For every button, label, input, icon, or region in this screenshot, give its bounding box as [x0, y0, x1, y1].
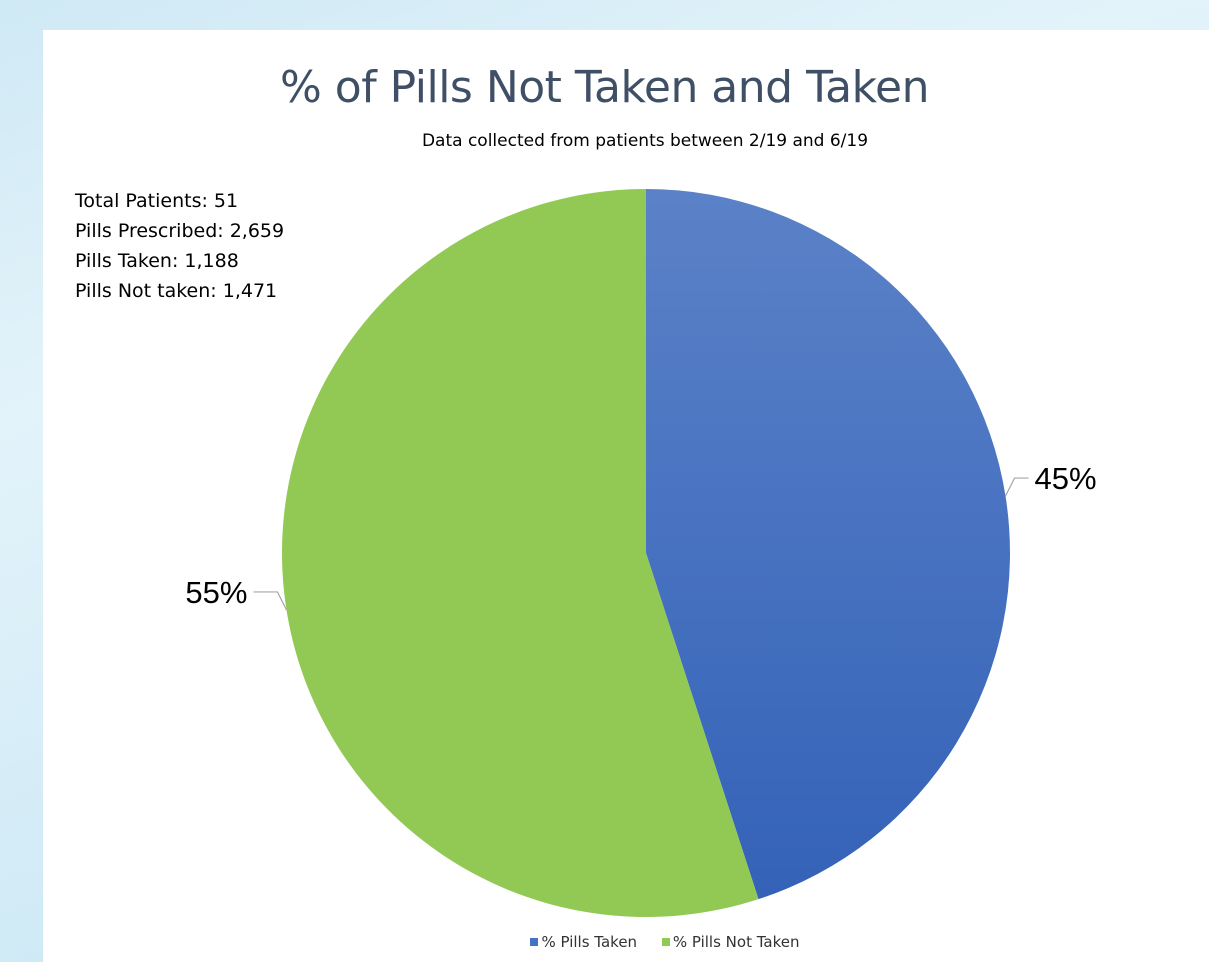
chart-subtitle: Data collected from patients between 2/1…	[421, 131, 869, 151]
pie-slice-taken	[646, 189, 1010, 900]
pie-data-labels: 45% 55%	[185, 461, 1096, 610]
legend-swatch-not-taken	[661, 938, 670, 946]
pie-leader-lines	[253, 477, 1029, 611]
total-patients-stat: Total Patients: 51	[75, 190, 239, 212]
legend-item-not-taken: % Pills Not Taken	[661, 933, 800, 951]
chart-title: % of Pills Not Taken and Taken	[279, 62, 930, 113]
pills-prescribed-stat: Pills Prescribed: 2,659	[75, 220, 285, 242]
leader-line-taken	[1004, 477, 1029, 497]
legend-label-taken: % Pills Taken	[541, 933, 638, 951]
pie-slices	[281, 189, 1010, 918]
stats-block: Total Patients: 51 Pills Prescribed: 2,6…	[75, 186, 284, 306]
legend-label-not-taken: % Pills Not Taken	[672, 933, 800, 951]
data-label-not-taken: 55%	[185, 575, 247, 610]
pie-slice-not-taken	[281, 189, 759, 918]
legend-swatch-taken	[530, 938, 539, 946]
data-label-taken: 45%	[1035, 461, 1097, 496]
leader-line-not-taken	[253, 591, 288, 611]
legend-item-taken: % Pills Taken	[530, 933, 637, 951]
pills-taken-stat: Pills Taken: 1,188	[75, 250, 239, 272]
pills-not-taken-stat: Pills Not taken: 1,471	[75, 280, 278, 302]
chart-legend: % Pills Taken % Pills Not Taken	[0, 933, 1209, 951]
